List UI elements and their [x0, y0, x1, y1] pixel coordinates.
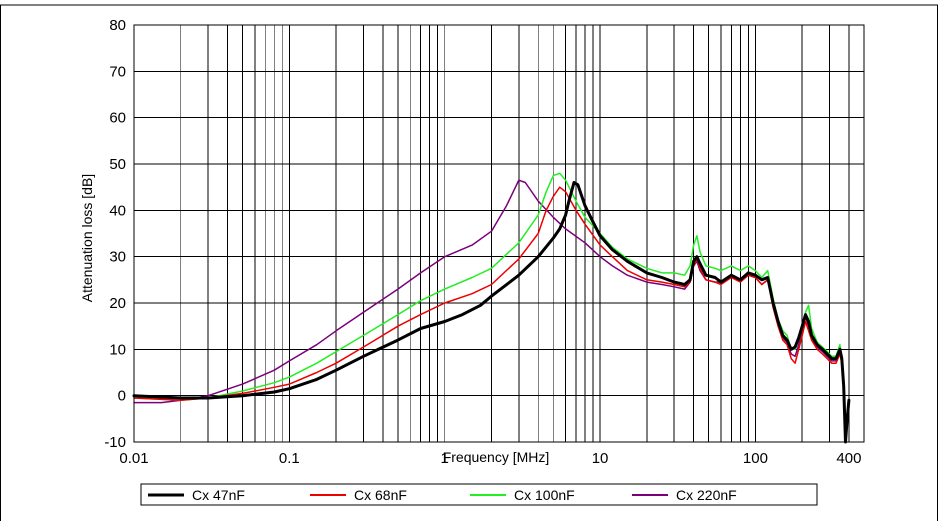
y-tick-label: -10	[104, 434, 126, 451]
x-tick-label: 100	[743, 450, 768, 467]
x-tick-label: 10	[592, 450, 609, 467]
legend: Cx 47nF Cx 68nF Cx 100nF Cx 220nF	[140, 483, 818, 506]
legend-label-cx-100nf: Cx 100nF	[514, 487, 575, 503]
y-axis-title: Attenuation loss [dB]	[79, 174, 95, 302]
x-tick-label: 0.1	[279, 450, 300, 467]
x-tick-label: 400	[836, 450, 861, 467]
y-tick-label: 60	[109, 110, 126, 127]
legend-label-cx-220nf: Cx 220nF	[676, 487, 737, 503]
x-tick-label: 0.01	[119, 450, 148, 467]
x-axis-ticks: 0.01 0.1 1 10 100 400	[119, 450, 861, 467]
y-tick-label: 40	[109, 202, 126, 219]
x-axis-title: Frequency [MHz]	[443, 449, 550, 465]
legend-label-cx-68nf: Cx 68nF	[354, 487, 407, 503]
y-tick-label: 50	[109, 156, 126, 173]
series-line-cx-47nf	[132, 181, 851, 444]
y-tick-label: 70	[109, 63, 126, 80]
y-axis-ticks: -10 0 10 20 30 40 50 60 70 80	[104, 17, 126, 451]
legend-label-cx-47nf: Cx 47nF	[192, 487, 245, 503]
grid	[134, 25, 864, 442]
y-tick-label: 30	[109, 249, 126, 266]
x-tick-label: 1	[441, 450, 449, 467]
plot-area-border	[133, 24, 865, 443]
y-tick-label: 10	[109, 341, 126, 358]
y-tick-label: 80	[109, 17, 126, 34]
y-tick-label: 0	[118, 388, 126, 405]
series-layer	[132, 172, 851, 444]
y-tick-label: 20	[109, 295, 126, 312]
series-line-cx-100nf	[133, 172, 850, 443]
